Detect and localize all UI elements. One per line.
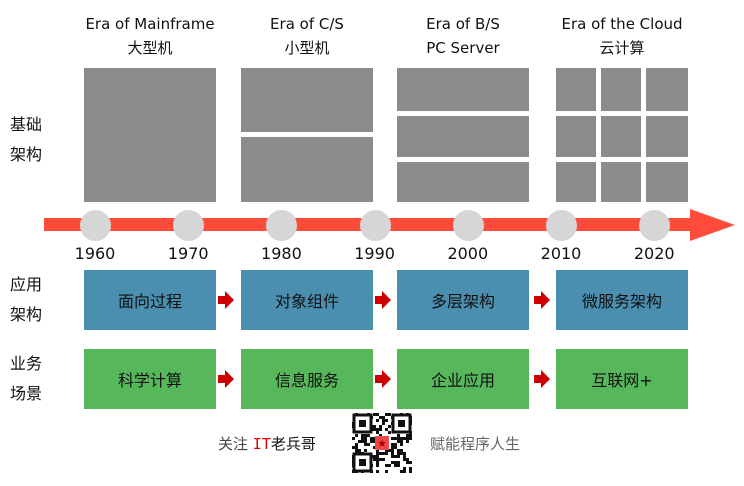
timeline-node [266,210,298,241]
era-subtitle: 大型机 [127,39,173,57]
label-line: 场景 [10,384,43,403]
timeline-node [639,210,671,241]
row-label-infra: 基础 架构 [10,110,42,170]
era-subtitle: PC Server [426,39,500,57]
cloud-block [601,162,641,202]
cloud-block [601,68,641,111]
cloud-block [646,116,688,157]
era-bs: Era of B/S PC Server [373,12,553,60]
cs-block [241,137,373,202]
qr-code-icon: ★ [352,413,412,473]
label-line: 业务 [10,354,43,373]
flow-arrow-icon [534,291,550,309]
era-title: Era of Mainframe [85,15,215,33]
cs-block [241,68,373,132]
cloud-block [556,68,596,111]
era-cs: Era of C/S 小型机 [217,12,397,60]
year-label: 2010 [540,244,582,263]
cloud-block [601,116,641,157]
label-line: 基础 [10,115,43,134]
biz-box: 信息服务 [241,349,373,409]
era-title: Era of C/S [270,15,344,33]
bs-block [397,116,529,157]
timeline-arrowhead [690,209,735,241]
label-line: 应用 [10,275,43,294]
bs-block [397,68,529,111]
year-label: 2000 [447,244,489,263]
app-box: 面向过程 [84,270,216,330]
follow-text: 关注 [218,435,249,453]
bs-block [397,162,529,202]
year-label: 2020 [633,244,675,263]
era-subtitle: 云计算 [599,39,645,57]
biz-box: 科学计算 [84,349,216,409]
year-label: 1970 [167,244,209,263]
app-box: 对象组件 [241,270,373,330]
flow-arrow-icon [534,370,550,388]
timeline-node [546,210,577,241]
biz-box: 互联网+ [556,349,688,409]
flow-arrow-icon [375,291,391,309]
year-label: 1990 [354,244,395,263]
row-label-app: 应用 架构 [10,270,42,330]
timeline-node [80,210,111,241]
timeline-node [173,210,205,241]
brand-it: IT [252,435,271,453]
flow-arrow-icon [375,370,391,388]
timeline-node [452,210,484,241]
cloud-block [646,162,688,202]
cloud-block [556,162,596,202]
timeline-node [359,210,391,241]
label-line: 架构 [10,305,43,324]
row-label-biz: 业务 场景 [10,349,42,409]
label-line: 架构 [10,145,43,164]
era-cloud: Era of the Cloud 云计算 [532,12,712,60]
footer-slogan: 赋能程序人生 [430,435,521,453]
flow-arrow-icon [218,370,234,388]
cloud-block [646,68,688,111]
biz-box: 企业应用 [397,349,529,409]
era-title: Era of the Cloud [561,15,683,33]
year-label: 1980 [261,244,302,263]
era-mainframe: Era of Mainframe 大型机 [60,12,240,60]
year-label: 1960 [74,244,116,263]
svg-text:★: ★ [377,437,387,450]
app-box: 多层架构 [397,270,529,330]
flow-arrow-icon [218,291,234,309]
brand-name: 老兵哥 [270,435,316,453]
footer-follow: 关注 IT老兵哥 [218,433,316,454]
app-box: 微服务架构 [556,270,688,330]
cloud-block [556,116,596,157]
era-title: Era of B/S [426,15,500,33]
mainframe-block [84,68,216,202]
era-subtitle: 小型机 [284,39,330,57]
